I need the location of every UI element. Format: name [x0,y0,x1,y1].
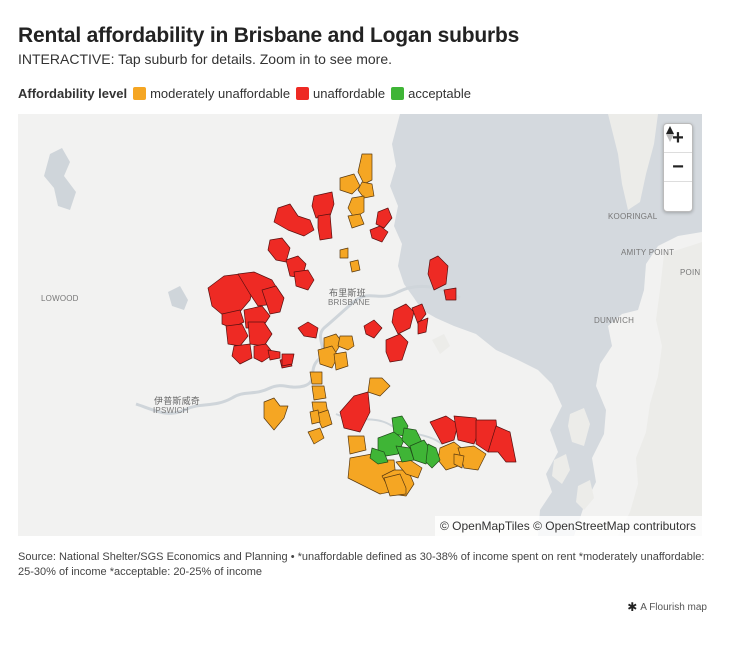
suburb-unaffordable[interactable] [317,213,333,241]
place-label-brisbane-cn: 布里斯班 [329,288,366,298]
legend-swatch [296,86,310,100]
suburb-unaffordable[interactable] [253,343,275,363]
place-label-kooringal: KOORINGAL [608,212,658,221]
flourish-credit[interactable]: ✱ A Flourish map [627,600,707,614]
suburb-moderately-unaffordable[interactable] [309,371,323,385]
suburb-acceptable[interactable] [425,443,441,469]
place-label-brisbane: BRISBANE [328,298,371,307]
lake-somerset [168,286,188,310]
map-attribution[interactable]: © OpenMapTiles © OpenStreetMap contribut… [434,516,702,536]
suburb-moderately-unaffordable[interactable] [367,377,391,397]
suburb-moderately-unaffordable[interactable] [315,409,333,429]
suburb-unaffordable[interactable] [267,237,291,263]
bay-island [568,408,590,446]
flourish-icon: ✱ [627,600,638,614]
suburb-unaffordable[interactable] [369,225,389,243]
suburb-moderately-unaffordable[interactable] [333,351,349,371]
suburb-unaffordable[interactable] [429,415,459,445]
suburb-unaffordable[interactable] [339,391,371,433]
suburb-moderately-unaffordable[interactable] [457,445,487,471]
legend-label: moderately unaffordable [150,85,291,101]
moreton-island [608,114,658,210]
map-navigation-control: + − [663,123,693,212]
suburb-moderately-unaffordable[interactable] [357,153,373,185]
suburb-unaffordable[interactable] [427,255,449,291]
suburb-moderately-unaffordable[interactable] [347,435,367,455]
legend-swatch [391,86,405,100]
place-label-lowood: LOWOOD [41,294,79,303]
suburb-moderately-unaffordable[interactable] [349,259,361,273]
place-label-point: POIN [680,268,701,277]
legend-item-moderately-unaffordable[interactable]: moderately unaffordable [133,86,290,101]
suburb-unaffordable[interactable] [293,269,315,291]
compass-icon [666,126,674,142]
map-viewport[interactable]: LOWOOD 布里斯班 BRISBANE 伊普斯威奇 IPSWICH DUNWI… [18,114,702,536]
suburb-unaffordable[interactable] [385,333,409,363]
place-label-amity-point: AMITY POINT [621,248,675,257]
legend-label: acceptable [408,85,471,101]
suburb-acceptable[interactable] [369,447,389,465]
suburb-unaffordable[interactable] [207,273,255,317]
lake-wivenhoe [44,148,76,210]
suburb-moderately-unaffordable[interactable] [309,409,321,425]
legend-label: unaffordable [313,85,386,101]
suburb-moderately-unaffordable[interactable] [383,473,407,497]
bay-island [576,480,594,510]
legend-item-unaffordable[interactable]: unaffordable [296,86,385,101]
place-label-ipswich-cn: 伊普斯威奇 [154,396,201,406]
map-canvas[interactable] [18,114,702,536]
chart-subtitle: INTERACTIVE: Tap suburb for details. Zoo… [18,51,393,67]
bay-island [552,454,570,484]
suburb-unaffordable[interactable] [297,321,319,339]
moreton-bay-water [390,114,702,536]
suburb-unaffordable[interactable] [267,349,281,361]
suburb-unaffordable[interactable] [391,303,415,335]
suburb-unaffordable[interactable] [273,203,315,237]
suburb-moderately-unaffordable[interactable] [453,453,465,469]
legend: Affordability level moderately unafforda… [18,84,477,102]
suburb-moderately-unaffordable[interactable] [307,427,325,445]
suburb-unaffordable[interactable] [247,321,273,347]
suburb-unaffordable[interactable] [261,285,285,315]
zoom-out-button[interactable]: − [664,153,692,182]
suburb-unaffordable[interactable] [281,353,295,367]
suburb-moderately-unaffordable[interactable] [339,173,361,195]
suburb-moderately-unaffordable[interactable] [337,335,355,351]
stradbroke-island [618,242,702,536]
suburb-unaffordable[interactable] [487,425,517,463]
suburb-moderately-unaffordable[interactable] [311,385,327,401]
bay-island [432,334,450,354]
suburb-unaffordable[interactable] [375,207,393,229]
reset-north-button[interactable] [664,126,692,211]
suburb-unaffordable[interactable] [417,317,429,335]
suburb-moderately-unaffordable[interactable] [263,397,289,431]
suburb-unaffordable[interactable] [363,319,383,339]
place-label-ipswich: IPSWICH [153,406,189,415]
suburb-moderately-unaffordable[interactable] [357,181,375,199]
suburb-unaffordable[interactable] [311,191,335,219]
legend-swatch [133,86,147,100]
place-label-dunwich: DUNWICH [594,316,635,325]
suburb-unaffordable[interactable] [225,323,249,347]
suburb-moderately-unaffordable[interactable] [347,213,365,229]
legend-item-acceptable[interactable]: acceptable [391,86,471,101]
suburb-moderately-unaffordable[interactable] [339,247,349,259]
chart-title: Rental affordability in Brisbane and Log… [18,24,520,47]
suburb-unaffordable[interactable] [411,303,427,325]
zoom-in-button[interactable]: + [664,124,692,153]
flourish-credit-label: A Flourish map [640,601,707,613]
suburb-unaffordable[interactable] [231,343,253,365]
suburb-unaffordable[interactable] [443,287,457,301]
legend-title: Affordability level [18,85,128,101]
source-footnote: Source: National Shelter/SGS Economics a… [18,551,705,578]
